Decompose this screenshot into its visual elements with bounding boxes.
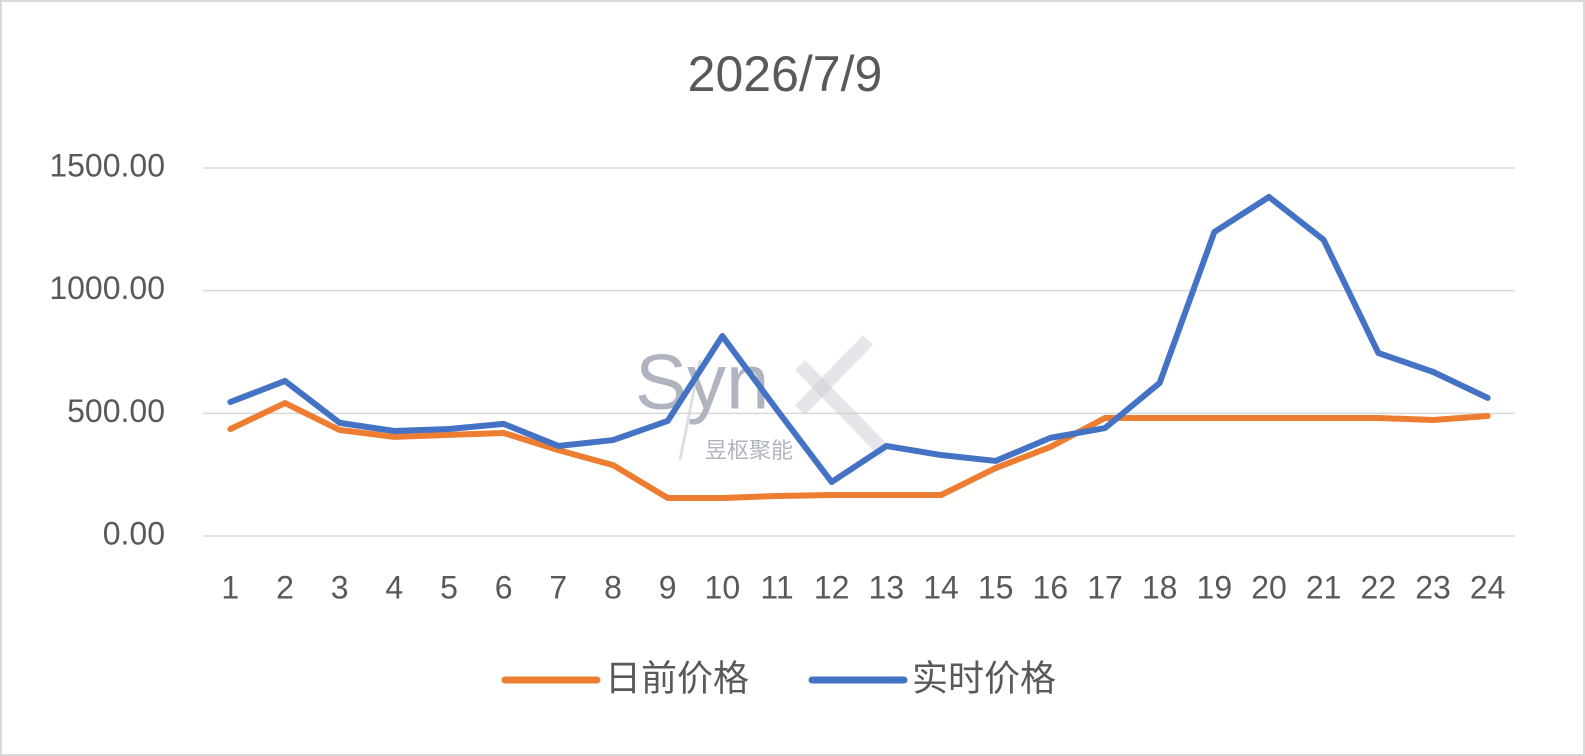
watermark-x <box>794 360 891 457</box>
y-tick-label: 1000.00 <box>49 270 165 306</box>
x-tick-label: 9 <box>659 569 677 605</box>
x-tick-label: 17 <box>1087 569 1123 605</box>
x-tick-label: 16 <box>1033 569 1069 605</box>
x-tick-label: 24 <box>1470 569 1506 605</box>
x-tick-label: 3 <box>331 569 349 605</box>
x-tick-label: 13 <box>869 569 905 605</box>
watermark-x <box>794 335 874 415</box>
y-tick-label: 0.00 <box>103 515 165 551</box>
x-tick-label: 1 <box>221 569 239 605</box>
x-tick-label: 14 <box>923 569 959 605</box>
x-tick-label: 15 <box>978 569 1014 605</box>
x-tick-label: 10 <box>705 569 741 605</box>
x-tick-label: 7 <box>549 569 567 605</box>
y-tick-label: 500.00 <box>67 393 165 429</box>
series-line <box>227 400 1491 501</box>
x-tick-label: 12 <box>814 569 850 605</box>
series-line <box>227 193 1491 486</box>
x-tick-label: 21 <box>1306 569 1342 605</box>
watermark-text: Syn <box>635 338 769 426</box>
x-tick-label: 5 <box>440 569 458 605</box>
watermark-subtext: 昱枢聚能 <box>705 438 793 463</box>
x-tick-label: 11 <box>760 569 793 605</box>
x-tick-label: 2 <box>276 569 294 605</box>
x-tick-label: 19 <box>1197 569 1233 605</box>
legend-label: 实时价格 <box>912 658 1056 699</box>
x-tick-label: 6 <box>495 569 513 605</box>
x-tick-label: 20 <box>1251 569 1287 605</box>
x-tick-label: 22 <box>1361 569 1397 605</box>
x-tick-label: 18 <box>1142 569 1178 605</box>
x-tick-label: 8 <box>604 569 622 605</box>
y-tick-label: 1500.00 <box>49 147 165 183</box>
x-tick-label: 4 <box>385 569 403 605</box>
x-tick-label: 23 <box>1415 569 1451 605</box>
chart-title: 2026/7/9 <box>688 46 883 102</box>
legend-label: 日前价格 <box>605 658 749 699</box>
